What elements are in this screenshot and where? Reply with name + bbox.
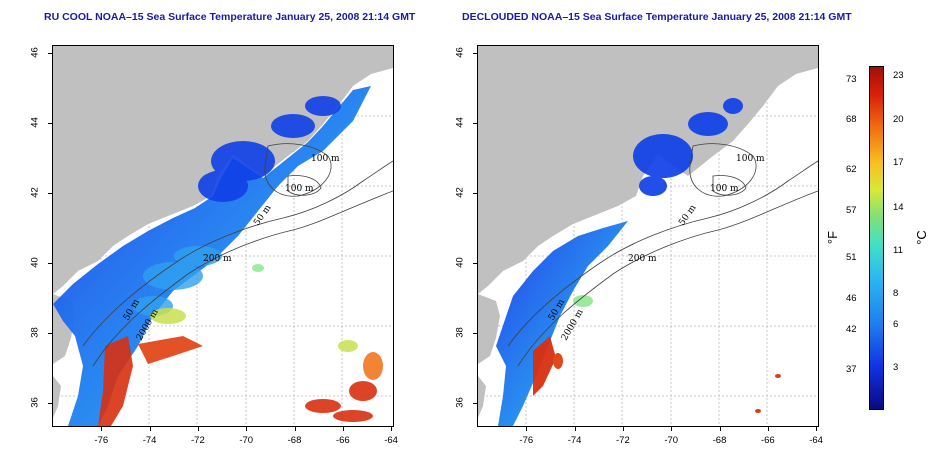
lon-tick [342,427,344,431]
colorbar-celsius-label: 17 [893,157,904,168]
lat-tick [473,403,477,404]
lat-tick-label: 40 [454,257,466,268]
lat-tick-label: 44 [454,117,466,128]
colorbar-fahrenheit-label: 62 [846,164,857,175]
lon-tick-label: -66 [760,435,775,446]
sst-map-declouded: 100 m 100 m 50 m 200 m 50 m 2000 m [477,45,819,427]
sst-map-raw-canvas: 100 m 100 m 50 m 200 m 50 m 2000 m [53,46,393,426]
lon-tick-label: -66 [335,435,350,446]
lat-tick [48,333,52,334]
lon-tick-label: -72 [191,435,205,446]
lat-tick-label: 38 [29,327,41,338]
lon-tick [767,427,769,431]
lat-tick [473,53,477,54]
contour-label-100m-a: 100 m [311,154,340,164]
colorbar-fahrenheit-label: 37 [846,364,857,375]
lat-tick [473,333,477,334]
lat-tick [473,123,477,124]
sst-warm-gulfstream [98,336,383,426]
lat-tick-label: 44 [29,117,41,128]
colorbar-celsius-label: 3 [893,362,899,373]
sst-warm-speckle-green [573,295,593,307]
lat-tick-label: 40 [29,257,41,268]
bathymetry-contours [82,143,393,367]
lat-tick-label: 42 [29,187,41,198]
lat-tick [48,403,52,404]
lat-tick-label: 46 [454,47,466,58]
lon-tick-label: -64 [809,435,823,446]
lon-tick [197,427,199,431]
lon-tick-label: -70 [239,435,254,446]
lat-tick [48,193,52,194]
colorbar-fahrenheit-label: 68 [846,114,857,125]
sst-shelf-water [496,221,628,426]
lon-tick-label: -76 [94,435,109,446]
colorbar-fahrenheit-label: 51 [846,252,857,263]
colorbar-celsius-label: 20 [893,114,904,125]
lat-tick [473,193,477,194]
lat-tick [48,123,52,124]
lat-tick-label: 38 [454,327,466,338]
lon-tick [149,427,151,431]
lon-tick [816,427,818,431]
colorbar-fahrenheit-label: 57 [846,205,857,216]
lon-tick [101,427,103,431]
temperature-colorbar [869,66,884,410]
contour-label-200m: 200 m [628,254,657,264]
colorbar-celsius-label: 8 [893,288,899,299]
lat-tick-label: 36 [454,397,466,408]
lon-tick [719,427,721,431]
lon-tick-label: -64 [384,435,398,446]
lon-tick [622,427,624,431]
lon-tick [574,427,576,431]
lon-tick-label: -70 [664,435,679,446]
sst-gulf-maine [633,98,743,196]
sst-map-raw: 100 m 100 m 50 m 200 m 50 m 2000 m [52,45,394,427]
contour-label-50m-a: 50 m [677,203,699,228]
land-delmarva [478,294,500,364]
lon-tick-label: -74 [567,435,582,446]
sst-warm-speckle-yellow [150,264,358,352]
unit-celsius: °C [913,230,929,245]
lat-tick-label: 42 [454,187,466,198]
lat-tick [48,263,52,264]
colorbar-celsius-label: 23 [893,70,904,81]
lon-tick-label: -68 [712,435,727,446]
land-south [53,376,61,418]
lon-tick [391,427,393,431]
contour-label-100m-b: 100 m [710,184,739,194]
lon-tick [526,427,528,431]
lat-tick-label: 46 [29,47,41,58]
bathymetry-contours [507,143,818,367]
lon-tick [294,427,296,431]
lon-tick [246,427,248,431]
colorbar-fahrenheit-label: 73 [846,74,857,85]
lon-tick-label: -72 [616,435,630,446]
colorbar-fahrenheit-label: 46 [846,293,857,304]
map-title-left: RU COOL NOAA–15 Sea Surface Temperature … [44,11,416,23]
colorbar-fahrenheit-label: 42 [846,324,857,335]
sst-gulf-maine [198,96,341,202]
lat-tick [473,263,477,264]
unit-fahrenheit: °F [825,230,841,245]
sst-warm-gulfstream [533,336,781,413]
land-south [478,376,486,418]
lon-tick [671,427,673,431]
colorbar-celsius-label: 11 [893,245,903,256]
colorbar-celsius-label: 6 [893,319,899,330]
lon-tick-label: -68 [287,435,302,446]
lat-tick-label: 36 [29,397,41,408]
contour-label-200m: 200 m [203,254,232,264]
colorbar-celsius-label: 14 [893,202,904,213]
contour-label-100m-b: 100 m [285,184,314,194]
lon-tick-label: -76 [519,435,534,446]
contour-label-100m-a: 100 m [736,154,765,164]
map-title-right: DECLOUDED NOAA–15 Sea Surface Temperatur… [462,11,852,23]
lat-tick [48,53,52,54]
lon-tick-label: -74 [142,435,157,446]
sst-map-declouded-canvas: 100 m 100 m 50 m 200 m 50 m 2000 m [478,46,818,426]
